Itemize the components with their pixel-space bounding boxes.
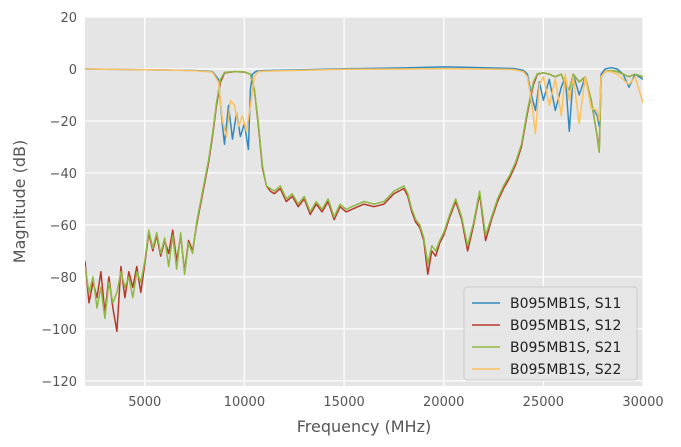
y-tick-label: −100: [41, 323, 77, 338]
y-tick-label: −80: [50, 271, 77, 286]
x-tick-label: 10000: [224, 395, 265, 410]
legend-label: B095MB1S, S12: [510, 318, 621, 334]
series-line-3: [85, 69, 643, 320]
x-tick-label: 20000: [423, 395, 464, 410]
x-axis: 5000 10000 15000 20000 25000 30000: [128, 395, 663, 410]
y-axis-title: Magnitude (dB): [10, 140, 29, 263]
x-tick-label: 25000: [523, 395, 564, 410]
legend-label: B095MB1S, S22: [510, 362, 621, 378]
y-tick-label: −40: [50, 167, 77, 182]
legend-label: B095MB1S, S11: [510, 296, 621, 312]
y-tick-label: −120: [41, 375, 77, 390]
x-tick-label: 5000: [128, 395, 161, 410]
y-tick-label: −60: [50, 219, 77, 234]
gridlines: [85, 16, 644, 386]
y-tick-label: 20: [60, 11, 77, 26]
legend: B095MB1S, S11 B095MB1S, S12 B095MB1S, S21 B…: [463, 286, 638, 381]
y-axis: −120 −100 −80 −60 −40 −20 0 20: [41, 11, 77, 390]
y-tick-label: −20: [50, 115, 77, 130]
legend-label: B095MB1S, S21: [510, 340, 621, 356]
series-layer: [85, 66, 643, 333]
legend-box: [463, 286, 638, 381]
x-tick-label: 15000: [323, 395, 364, 410]
x-tick-label: 30000: [622, 395, 663, 410]
series-line-4: [85, 67, 643, 138]
x-axis-title: Frequency (MHz): [297, 417, 431, 436]
y-tick-label: 0: [69, 63, 77, 78]
